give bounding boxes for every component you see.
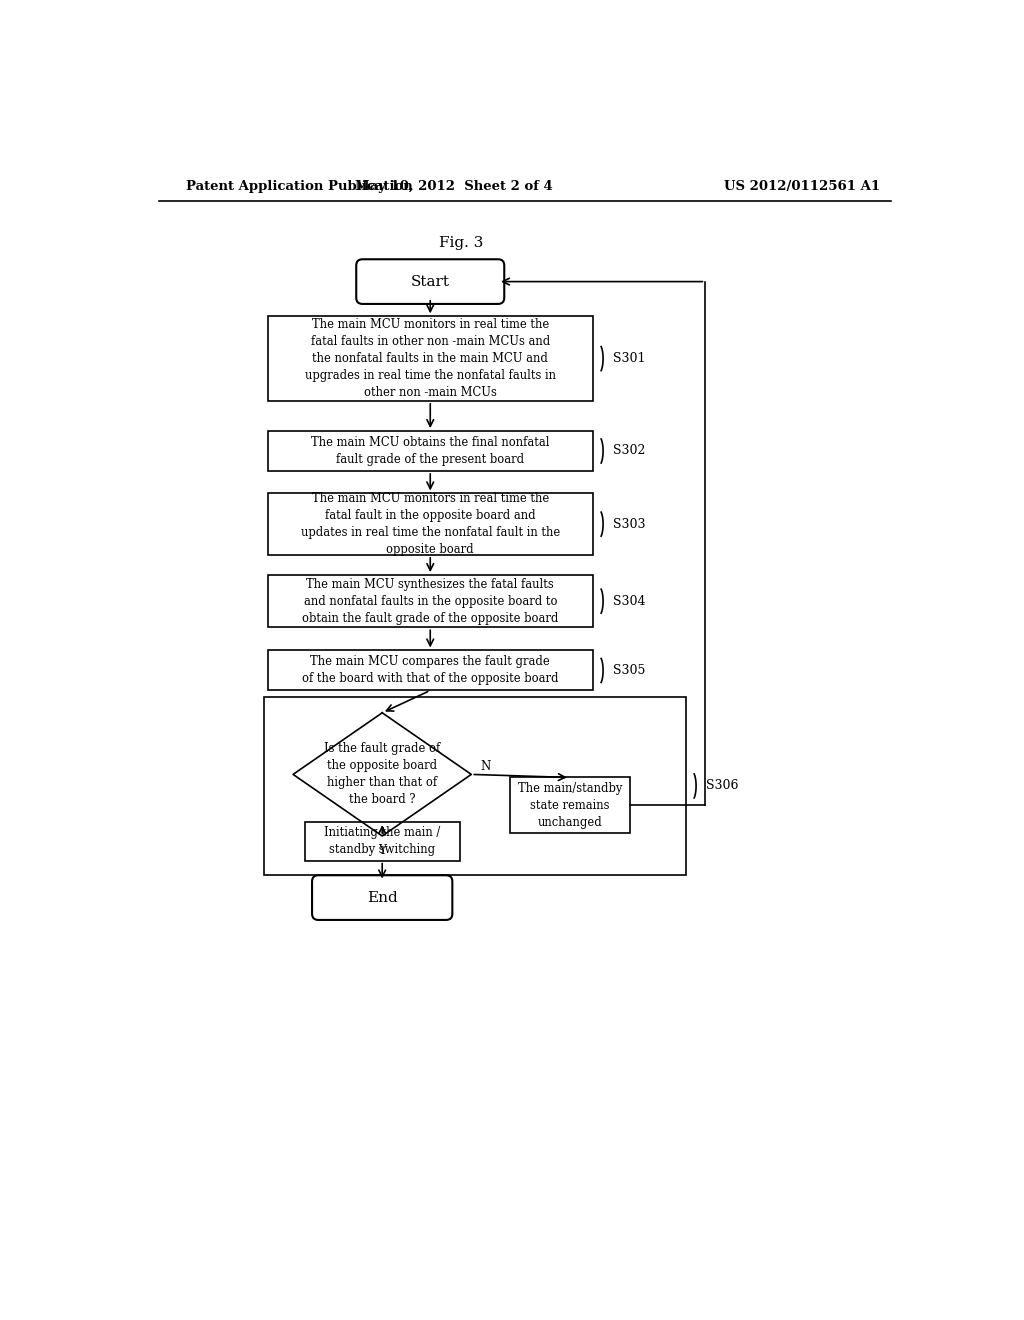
Text: May 10, 2012  Sheet 2 of 4: May 10, 2012 Sheet 2 of 4	[354, 181, 552, 194]
Text: Is the fault grade of
the opposite board
higher than that of
the board ?: Is the fault grade of the opposite board…	[324, 742, 440, 807]
Text: Initiating the main /
standby switching: Initiating the main / standby switching	[324, 826, 440, 857]
Bar	[510, 777, 630, 833]
Text: S301: S301	[613, 352, 646, 366]
Text: Start: Start	[411, 275, 450, 289]
Bar	[267, 432, 593, 471]
Text: The main MCU compares the fault grade
of the board with that of the opposite boa: The main MCU compares the fault grade of…	[302, 656, 558, 685]
Bar	[267, 317, 593, 401]
Text: S306: S306	[707, 779, 738, 792]
Text: Patent Application Publication: Patent Application Publication	[186, 181, 413, 194]
Text: S303: S303	[613, 517, 646, 531]
Text: S305: S305	[613, 664, 645, 677]
Text: S302: S302	[613, 445, 645, 458]
Text: The main MCU synthesizes the fatal faults
and nonfatal faults in the opposite bo: The main MCU synthesizes the fatal fault…	[302, 578, 558, 624]
Text: N: N	[480, 760, 490, 774]
Text: The main MCU obtains the final nonfatal
fault grade of the present board: The main MCU obtains the final nonfatal …	[311, 436, 550, 466]
Text: The main/standby
state remains
unchanged: The main/standby state remains unchanged	[517, 781, 622, 829]
Bar	[267, 494, 593, 554]
Text: The main MCU monitors in real time the
fatal fault in the opposite board and
upd: The main MCU monitors in real time the f…	[301, 492, 560, 556]
Text: US 2012/0112561 A1: US 2012/0112561 A1	[724, 181, 881, 194]
Bar	[267, 651, 593, 690]
Bar	[305, 822, 460, 861]
Text: The main MCU monitors in real time the
fatal faults in other non -main MCUs and
: The main MCU monitors in real time the f…	[305, 318, 556, 399]
Text: S304: S304	[613, 594, 646, 607]
Text: Fig. 3: Fig. 3	[439, 236, 483, 249]
Bar	[263, 697, 686, 875]
Bar	[267, 576, 593, 627]
Text: Y: Y	[378, 843, 386, 857]
Text: End: End	[367, 891, 397, 904]
